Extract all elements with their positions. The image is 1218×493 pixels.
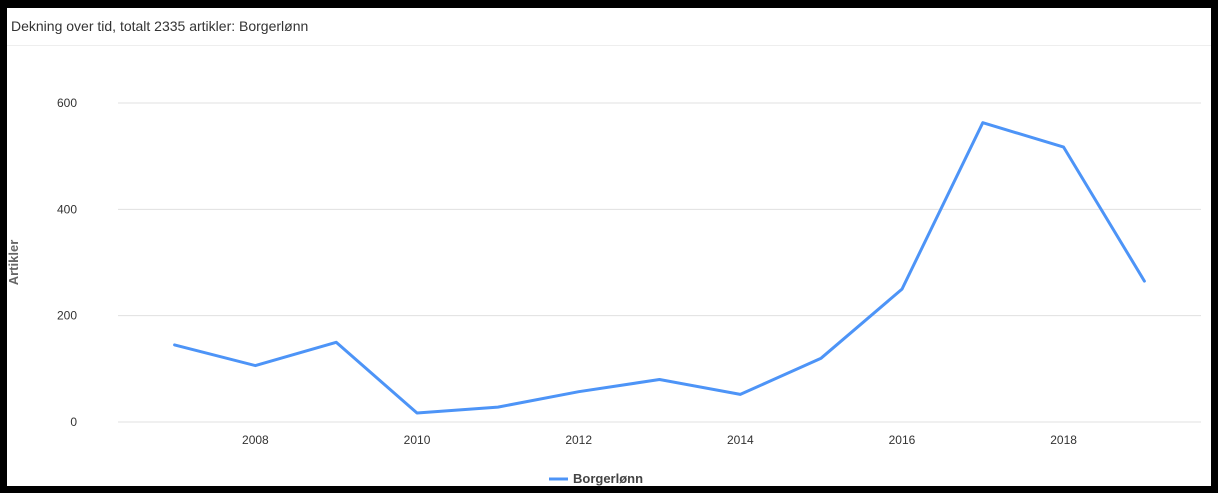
x-tick-label-2012: 2012 bbox=[565, 433, 592, 447]
y-axis-label: Artikler bbox=[7, 240, 21, 286]
data-point-2009[interactable] bbox=[330, 336, 342, 348]
x-tick-label-2016: 2016 bbox=[889, 433, 916, 447]
legend[interactable]: Borgerlønn bbox=[549, 471, 643, 486]
line-chart: 0 200 400 600 2008 2010 2012 2014 2016 2018 Arti… bbox=[7, 96, 1201, 486]
data-point-2007[interactable] bbox=[169, 339, 181, 351]
x-tick-label-2010: 2010 bbox=[404, 433, 431, 447]
series-line-0[interactable] bbox=[173, 121, 1146, 415]
x-tick-label-2018: 2018 bbox=[1050, 433, 1077, 447]
x-tick-label-2008: 2008 bbox=[242, 433, 269, 447]
data-point-2013[interactable] bbox=[654, 373, 666, 385]
data-point-2010[interactable] bbox=[411, 407, 423, 419]
y-tick-label-200: 200 bbox=[57, 309, 77, 323]
data-point-2015[interactable] bbox=[815, 352, 827, 364]
data-point-2019[interactable] bbox=[1138, 275, 1150, 287]
x-tick-label-2014: 2014 bbox=[727, 433, 754, 447]
data-point-2012[interactable] bbox=[573, 386, 585, 398]
data-point-2011[interactable] bbox=[492, 401, 504, 413]
data-point-2008[interactable] bbox=[249, 360, 261, 372]
y-tick-label-0: 0 bbox=[70, 415, 77, 429]
chart-title: Dekning over tid, totalt 2335 artikler: … bbox=[11, 18, 309, 34]
y-axis-ticks: 0 200 400 600 bbox=[57, 96, 77, 429]
title-divider bbox=[7, 45, 1211, 46]
x-axis-ticks: 2008 2010 2012 2014 2016 2018 bbox=[242, 433, 1077, 447]
y-tick-label-400: 400 bbox=[57, 202, 77, 216]
legend-label-0: Borgerlønn bbox=[573, 471, 643, 486]
data-point-2018[interactable] bbox=[1058, 141, 1070, 153]
y-tick-label-600: 600 bbox=[57, 96, 77, 110]
grid-lines bbox=[118, 102, 1201, 423]
series-group bbox=[169, 117, 1150, 419]
data-point-2016[interactable] bbox=[896, 283, 908, 295]
data-point-2017[interactable] bbox=[977, 117, 989, 129]
data-point-2014[interactable] bbox=[734, 388, 746, 400]
